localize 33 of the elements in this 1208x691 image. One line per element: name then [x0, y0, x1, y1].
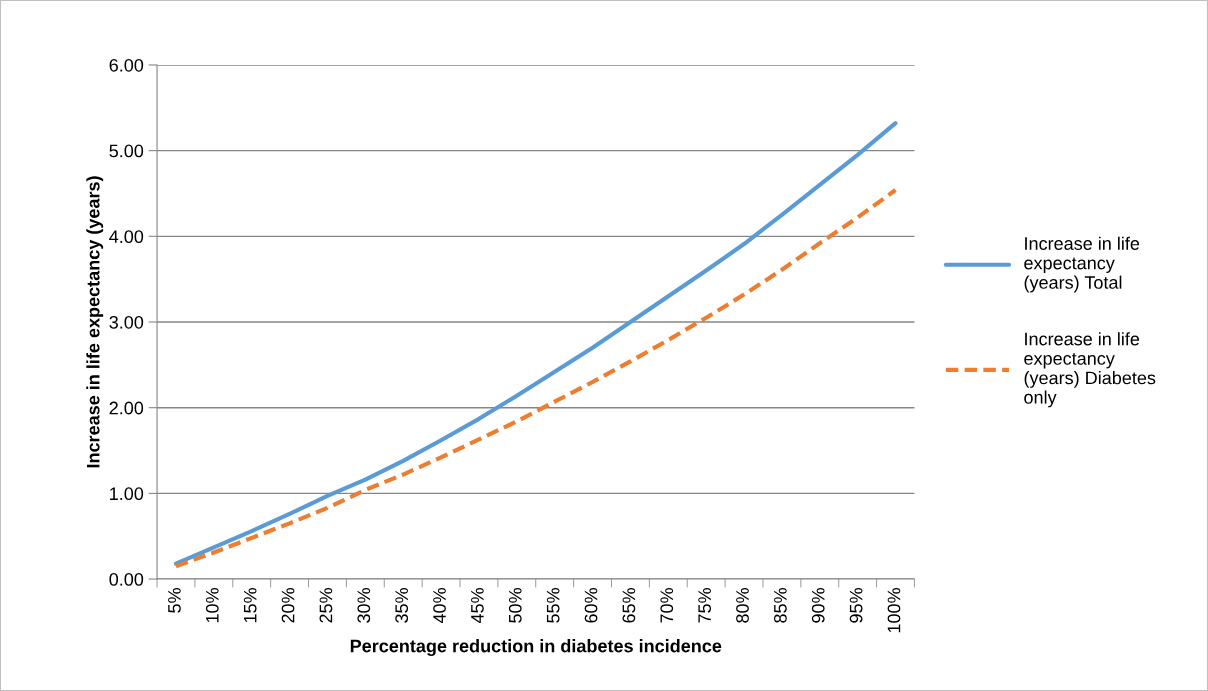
y-tick-label: 5.00: [109, 144, 144, 158]
x-tick-label: 80%: [736, 588, 749, 623]
x-tick-label: 70%: [660, 588, 674, 623]
x-tick-label: 5%: [168, 588, 181, 613]
x-tick-label: 85%: [773, 588, 787, 623]
x-tick-label: 60%: [584, 588, 598, 623]
line-series: [173, 121, 898, 566]
x-tick-label: 75%: [698, 588, 712, 623]
x-tick-label: 90%: [811, 588, 825, 623]
legend-label: Increase in life expectancy (years) Total: [1024, 236, 1140, 293]
x-tick-label: 30%: [357, 588, 371, 623]
x-tick-label: 45%: [471, 588, 484, 624]
x-tick-label: 15%: [243, 588, 257, 623]
y-axis-title: Increase in life expectancy (years): [86, 176, 104, 468]
y-tick-label: 4.00: [109, 230, 144, 244]
x-tick-label: 50%: [508, 588, 522, 623]
line-series: [173, 187, 898, 569]
y-tick-label: 6.00: [109, 58, 144, 72]
x-tick-label: 20%: [281, 588, 295, 623]
x-tick-label: 35%: [395, 588, 409, 623]
y-tick-label: 0.00: [109, 572, 144, 586]
x-tick-label: 95%: [849, 588, 863, 623]
x-axis-title: Percentage reduction in diabetes incidence: [350, 639, 722, 657]
x-tick-label: 100%: [887, 588, 901, 633]
legend-label: Increase in life expectancy (years) Diabetes only: [1024, 332, 1156, 408]
x-tick-label: 65%: [622, 588, 636, 623]
x-tick-label: 55%: [546, 588, 560, 623]
y-tick-label: 1.00: [110, 487, 144, 501]
x-tick-label: 10%: [205, 588, 219, 623]
x-tick-label: 25%: [319, 588, 333, 623]
x-tick-label: 40%: [433, 588, 446, 624]
y-tick-label: 2.00: [109, 401, 144, 415]
y-tick-label: 3.00: [109, 315, 144, 329]
